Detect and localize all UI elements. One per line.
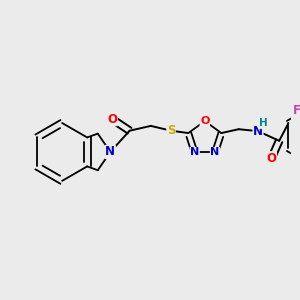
Text: O: O	[266, 152, 277, 165]
Text: H: H	[260, 118, 268, 128]
Text: O: O	[107, 112, 117, 126]
Text: N: N	[105, 146, 115, 158]
Text: N: N	[253, 124, 263, 138]
Text: N: N	[210, 148, 220, 158]
Text: F: F	[292, 104, 300, 117]
Text: N: N	[190, 148, 199, 158]
Text: O: O	[200, 116, 209, 126]
Text: S: S	[167, 124, 175, 137]
